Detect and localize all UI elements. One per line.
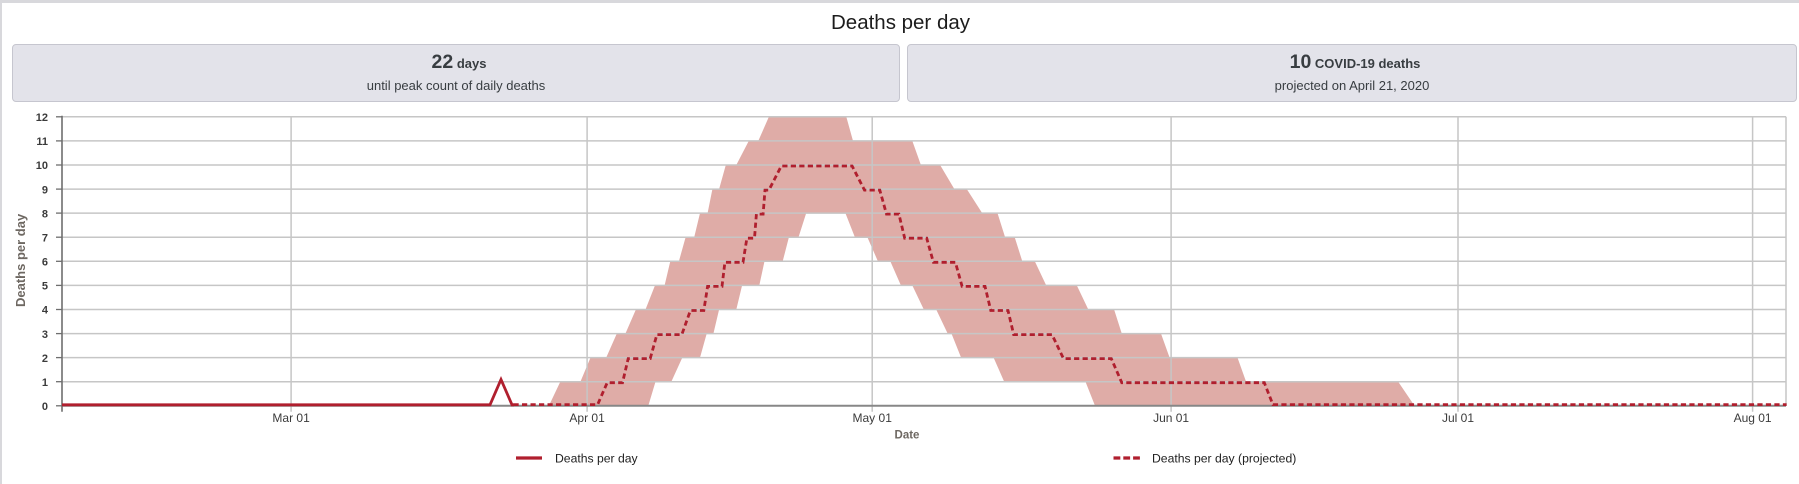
- svg-text:Apr 01: Apr 01: [569, 411, 605, 425]
- svg-text:Deaths per day (projected): Deaths per day (projected): [1152, 452, 1296, 466]
- svg-text:0: 0: [42, 401, 48, 413]
- svg-text:1: 1: [42, 377, 48, 389]
- svg-text:2: 2: [42, 353, 48, 365]
- svg-text:9: 9: [42, 184, 48, 196]
- svg-text:Mar 01: Mar 01: [272, 411, 310, 425]
- svg-text:12: 12: [36, 112, 48, 124]
- svg-text:Jun 01: Jun 01: [1153, 411, 1189, 425]
- svg-text:5: 5: [42, 281, 48, 293]
- svg-text:4: 4: [42, 305, 49, 317]
- svg-text:May 01: May 01: [853, 411, 893, 425]
- svg-text:11: 11: [36, 136, 48, 148]
- svg-text:Deaths per day: Deaths per day: [555, 452, 639, 466]
- svg-text:3: 3: [42, 329, 48, 341]
- svg-text:Jul 01: Jul 01: [1442, 411, 1474, 425]
- svg-text:Aug 01: Aug 01: [1734, 411, 1772, 425]
- svg-text:6: 6: [42, 257, 48, 269]
- svg-text:Date: Date: [895, 430, 920, 442]
- svg-text:8: 8: [42, 208, 48, 220]
- svg-text:7: 7: [42, 232, 48, 244]
- svg-text:10: 10: [36, 160, 48, 172]
- svg-text:Deaths per day: Deaths per day: [13, 213, 28, 307]
